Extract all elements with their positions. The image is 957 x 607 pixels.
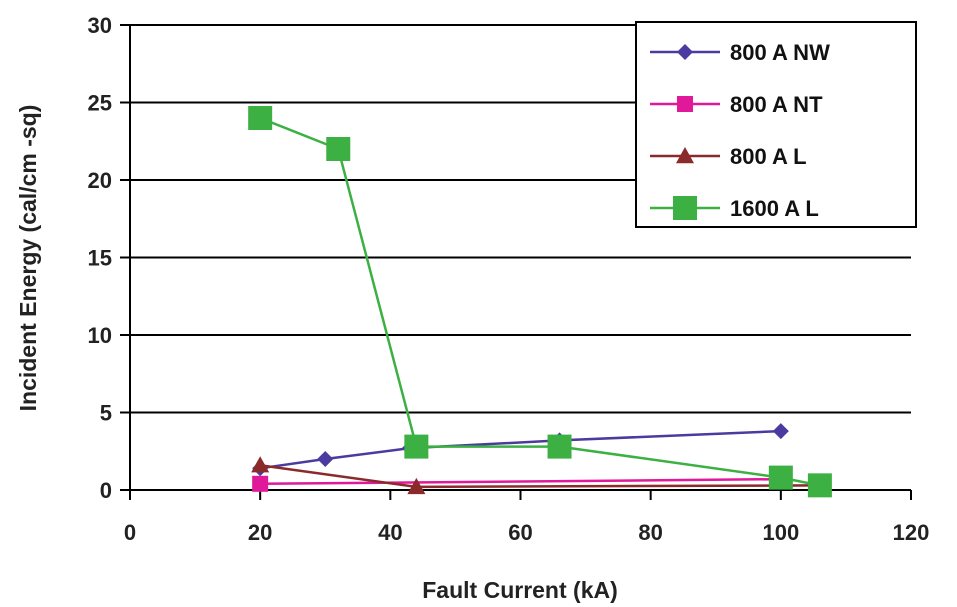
series-3 xyxy=(248,106,832,498)
y-tick-label: 10 xyxy=(88,323,112,348)
x-tick-label: 120 xyxy=(893,520,930,545)
legend-marker xyxy=(677,96,693,112)
legend-label: 800 A NT xyxy=(730,92,823,117)
y-axis-title: Incident Energy (cal/cm -sq) xyxy=(15,105,41,412)
x-tick-label: 40 xyxy=(378,520,402,545)
data-point xyxy=(404,434,429,459)
legend-label: 800 A L xyxy=(730,144,807,169)
legend-marker xyxy=(676,147,694,164)
data-point xyxy=(251,456,270,473)
series-layer xyxy=(248,106,832,498)
series-line xyxy=(259,429,781,470)
legend-label: 800 A NW xyxy=(730,40,830,65)
y-tick-label: 0 xyxy=(100,478,112,503)
y-tick-labels: 0 5 10 15 20 25 30 xyxy=(88,13,112,503)
y-tick-label: 20 xyxy=(88,168,112,193)
x-tick-label: 0 xyxy=(124,520,136,545)
x-tick-label: 100 xyxy=(762,520,799,545)
data-point xyxy=(326,137,351,161)
data-point xyxy=(807,473,832,498)
x-tick-label: 20 xyxy=(248,520,272,545)
x-axis-title: Fault Current (kA) xyxy=(422,577,618,603)
y-tick-label: 25 xyxy=(88,91,112,116)
data-point xyxy=(248,106,273,130)
data-point xyxy=(772,423,789,440)
y-tick-label: 30 xyxy=(88,13,112,38)
x-tick-labels: 0 20 40 60 80 100 120 xyxy=(124,520,929,545)
legend-marker xyxy=(677,44,693,60)
legend: 800 A NW 800 A NT 800 A L 1600 A L xyxy=(635,21,917,228)
data-point xyxy=(252,475,269,492)
series-2 xyxy=(251,456,829,495)
y-tick-label: 15 xyxy=(88,246,112,271)
y-tick-label: 5 xyxy=(100,401,112,426)
x-tick-label: 60 xyxy=(508,520,532,545)
data-point xyxy=(547,434,572,459)
series-line xyxy=(260,477,781,486)
data-point xyxy=(317,451,334,467)
data-point xyxy=(768,465,793,490)
data-point xyxy=(407,477,426,495)
legend-label: 1600 A L xyxy=(730,196,819,221)
grid-lines xyxy=(130,24,911,414)
x-tick-label: 80 xyxy=(638,520,662,545)
legend-marker xyxy=(673,196,697,220)
